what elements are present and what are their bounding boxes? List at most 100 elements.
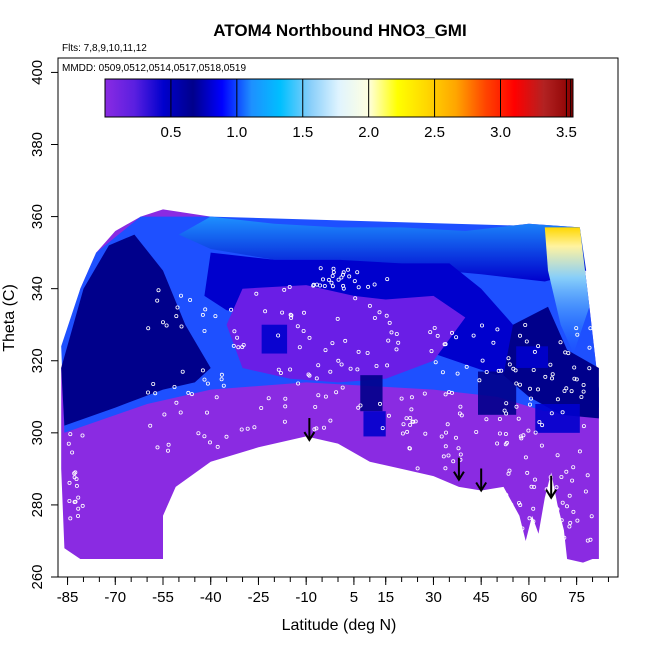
sample-point xyxy=(497,416,502,421)
sample-point xyxy=(229,307,234,312)
sample-point xyxy=(385,363,390,368)
sample-point xyxy=(553,513,558,518)
sample-point xyxy=(67,480,72,485)
x-tick-label: -85 xyxy=(57,589,79,606)
x-tick-label: 75 xyxy=(568,589,585,606)
sample-point xyxy=(68,432,73,437)
sample-point xyxy=(516,416,521,421)
sample-point xyxy=(506,471,511,476)
sample-point xyxy=(66,441,71,446)
sample-point xyxy=(394,331,399,336)
sample-point xyxy=(374,363,379,368)
sample-point xyxy=(446,390,451,395)
sample-point xyxy=(365,350,370,355)
sample-point xyxy=(353,296,358,301)
sample-point xyxy=(585,473,590,478)
sample-point xyxy=(555,397,560,402)
sample-point xyxy=(559,474,564,479)
sample-point xyxy=(186,390,191,395)
sample-point xyxy=(574,326,579,331)
sample-point xyxy=(331,266,336,271)
sample-point xyxy=(439,434,444,439)
sample-point xyxy=(563,350,568,355)
sample-point xyxy=(428,330,433,335)
sample-point xyxy=(572,365,577,370)
sample-point xyxy=(297,345,302,350)
sample-point xyxy=(529,484,534,489)
sample-point xyxy=(571,465,576,470)
sample-point xyxy=(156,288,161,293)
sample-point xyxy=(504,401,509,406)
sample-point xyxy=(320,277,325,282)
colorbar-tick-label: 3.5 xyxy=(556,124,577,141)
sample-point xyxy=(477,378,482,383)
y-tick-label: 280 xyxy=(29,492,46,517)
sample-point xyxy=(562,535,567,540)
x-tick-label: 60 xyxy=(521,589,538,606)
sample-point xyxy=(180,369,185,374)
sample-point xyxy=(451,459,456,464)
sample-point xyxy=(148,423,153,428)
sample-point xyxy=(579,394,584,399)
sample-point xyxy=(536,387,541,392)
sample-point xyxy=(174,314,179,319)
sample-point xyxy=(160,320,165,325)
sample-point xyxy=(581,424,586,429)
sample-point xyxy=(329,280,334,285)
sample-point xyxy=(518,333,523,338)
sample-point xyxy=(532,349,537,354)
colorbar-tick-label: 2.5 xyxy=(424,124,445,141)
sample-point xyxy=(396,340,401,345)
sample-point xyxy=(339,362,344,367)
sample-point xyxy=(446,453,451,458)
sample-point xyxy=(495,327,500,332)
sample-point xyxy=(289,313,294,318)
sample-point xyxy=(214,395,219,400)
field-band xyxy=(544,227,590,354)
sample-point xyxy=(497,431,502,436)
sample-point xyxy=(76,506,81,511)
sample-point xyxy=(474,429,479,434)
sample-point xyxy=(588,326,593,331)
sample-point xyxy=(548,362,553,367)
sample-point xyxy=(278,370,283,375)
sample-point xyxy=(575,332,580,337)
sample-point xyxy=(372,282,377,287)
sample-point xyxy=(572,376,577,381)
sample-point xyxy=(384,313,389,318)
sample-point xyxy=(555,507,560,512)
field-band xyxy=(178,216,587,282)
sample-point xyxy=(340,385,345,390)
sample-point xyxy=(166,442,171,447)
x-tick-label: -55 xyxy=(152,589,174,606)
sample-point xyxy=(509,502,514,507)
sample-point xyxy=(283,404,288,409)
sample-point xyxy=(525,470,530,475)
y-tick-label: 260 xyxy=(29,564,46,589)
sample-point xyxy=(569,389,574,394)
sample-point xyxy=(80,433,85,438)
sample-point xyxy=(366,284,371,289)
chart-title: ATOM4 Northbound HNO3_GMI xyxy=(213,21,466,40)
sample-point xyxy=(316,393,321,398)
sample-point xyxy=(328,418,333,423)
sample-point xyxy=(555,453,560,458)
sample-point xyxy=(409,407,414,412)
sample-point xyxy=(589,514,594,519)
sample-point xyxy=(423,431,428,436)
sample-point xyxy=(385,277,390,282)
sample-point xyxy=(336,358,341,363)
sample-point xyxy=(539,443,544,448)
sample-point xyxy=(282,287,287,292)
sample-point xyxy=(528,402,533,407)
sample-point xyxy=(314,376,319,381)
sample-point xyxy=(506,356,511,361)
sample-point xyxy=(567,524,572,529)
sample-point xyxy=(240,344,245,349)
sample-point xyxy=(288,367,293,372)
sample-point xyxy=(215,444,220,449)
sample-point xyxy=(356,405,361,410)
sample-point xyxy=(347,274,352,279)
sample-point xyxy=(537,420,542,425)
sample-point xyxy=(221,383,226,388)
